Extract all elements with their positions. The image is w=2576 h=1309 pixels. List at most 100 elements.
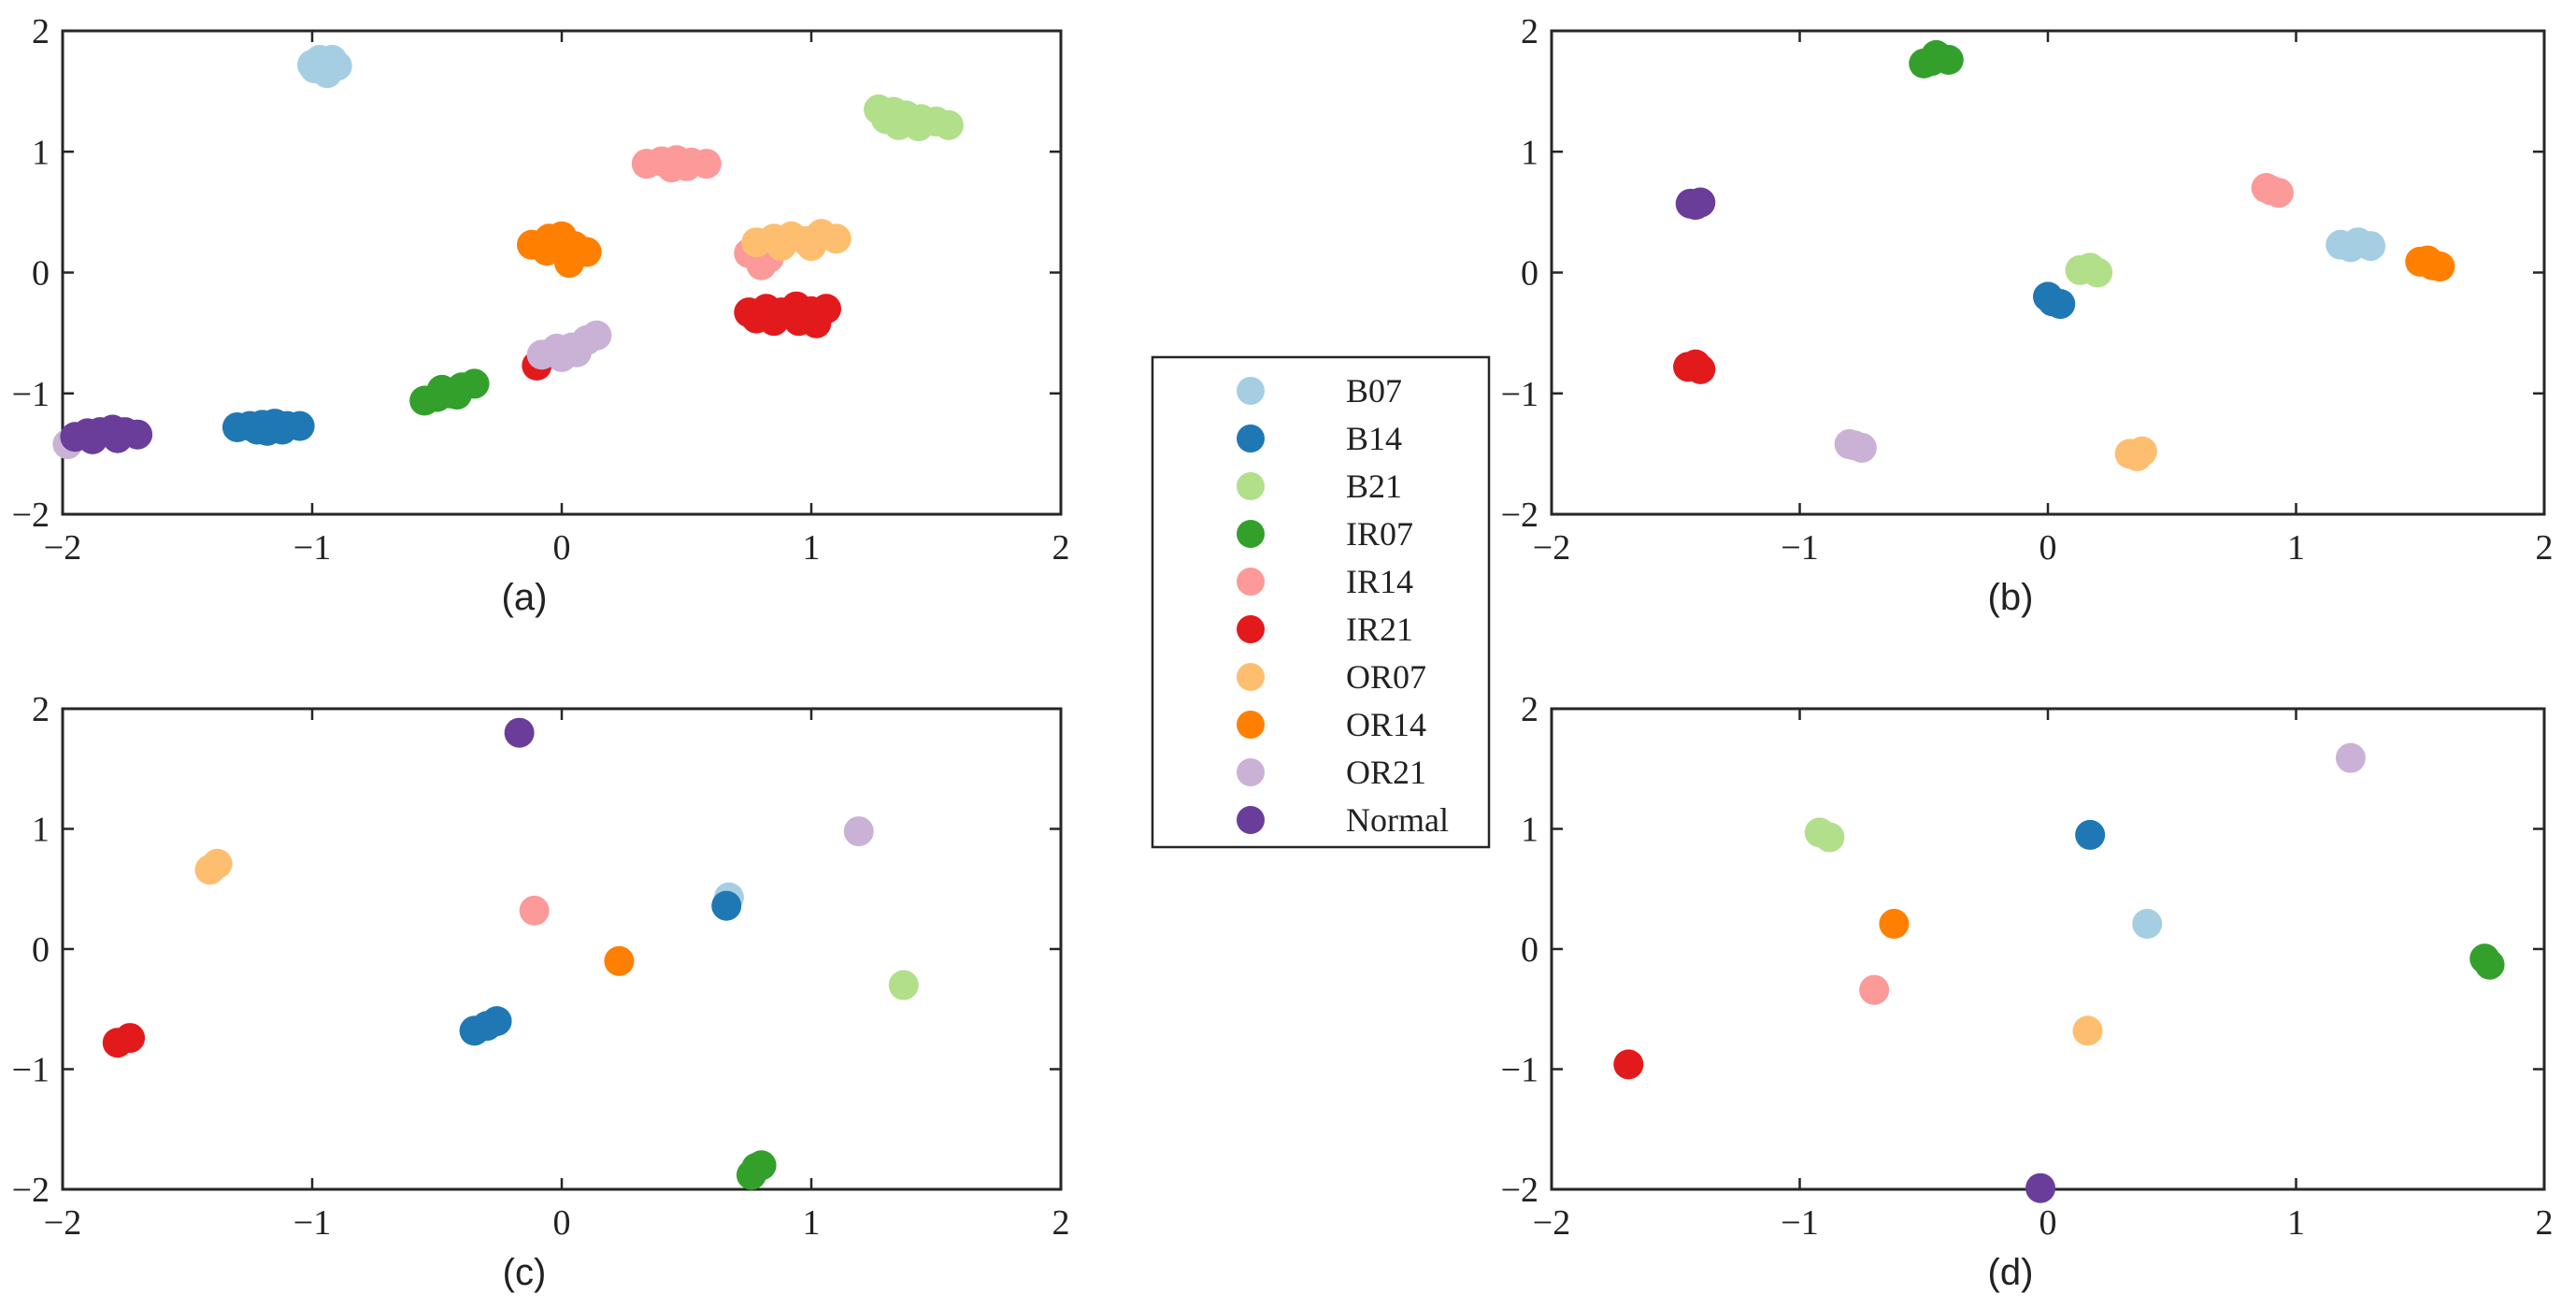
- y-tick-label: −2: [12, 496, 50, 535]
- y-tick-label: −1: [1501, 375, 1538, 414]
- y-tick-label: 1: [32, 811, 50, 850]
- legend-marker: [1237, 615, 1265, 643]
- legend-marker: [1237, 806, 1265, 834]
- y-tick-label: 0: [32, 254, 50, 294]
- legend-entry: IR21: [1237, 611, 1413, 648]
- legend-label: IR21: [1346, 611, 1413, 648]
- x-tick-label: 1: [2287, 528, 2305, 568]
- legend-entry: IR07: [1237, 515, 1413, 553]
- point-or14: [1879, 909, 1910, 940]
- panel-label: (d): [1988, 1252, 2034, 1293]
- point-b21: [871, 104, 902, 135]
- y-tick-label: 0: [32, 930, 50, 970]
- point-ir21: [1680, 349, 1710, 380]
- x-tick-label: 2: [1052, 1203, 1070, 1243]
- point-b14: [2038, 286, 2068, 317]
- x-tick-label: −1: [293, 1203, 331, 1243]
- x-tick-label: 0: [2039, 528, 2057, 568]
- legend-entry: OR21: [1237, 754, 1426, 791]
- legend-label: OR07: [1346, 658, 1426, 696]
- point-ir21: [801, 308, 832, 338]
- panel-1: −2 −1 0 1 2 −2 −1 0 1 2 (a): [12, 12, 1070, 618]
- point-or21: [581, 320, 612, 351]
- x-tick-label: 0: [2039, 1203, 2057, 1243]
- point-b07: [2335, 232, 2366, 263]
- point-or07: [2122, 440, 2153, 471]
- point-or07: [796, 231, 826, 262]
- point-b14: [242, 414, 273, 445]
- point-normal: [102, 423, 133, 453]
- point-b21: [888, 970, 919, 1000]
- point-or07: [2072, 1015, 2103, 1046]
- point-b21: [1814, 822, 1845, 853]
- y-tick-label: 0: [1521, 254, 1538, 294]
- panels-layer: −2 −1 0 1 2 −2 −1 0 1 2 (a) −2 −1 0 1 2 −2 −1 0 1 2 (b) −2 −1 0 1…: [12, 12, 2554, 1293]
- point-b07: [2132, 909, 2163, 940]
- legend-entry: IR14: [1237, 563, 1413, 600]
- y-tick-label: −1: [1501, 1051, 1538, 1090]
- x-tick-label: −2: [44, 1203, 81, 1243]
- point-b07: [317, 45, 348, 76]
- y-tick-label: −2: [12, 1171, 50, 1210]
- point-or14: [531, 236, 562, 266]
- point-ir21: [1613, 1049, 1644, 1080]
- x-tick-label: −2: [1533, 1203, 1570, 1243]
- point-ir07: [1916, 46, 1947, 77]
- legend-entry: B14: [1237, 420, 1402, 457]
- x-tick-label: 2: [2536, 1203, 2554, 1243]
- point-b21: [2075, 252, 2106, 283]
- y-tick-label: 2: [1521, 690, 1538, 729]
- legend-entry: Normal: [1237, 801, 1449, 839]
- legend-label: IR14: [1346, 563, 1413, 600]
- point-ir07: [2474, 949, 2505, 980]
- legend-label: IR07: [1346, 515, 1413, 553]
- y-tick-label: −2: [1501, 1171, 1538, 1210]
- y-tick-label: 2: [1521, 12, 1538, 51]
- point-ir21: [115, 1023, 146, 1054]
- point-or07: [766, 231, 796, 262]
- legend-label: OR14: [1346, 706, 1426, 743]
- panel-3: −2 −1 0 1 2 −2 −1 0 1 2 (c): [12, 690, 1070, 1293]
- point-b14: [481, 1006, 512, 1037]
- legend-marker: [1237, 758, 1265, 786]
- point-or07: [821, 223, 852, 254]
- legend-marker: [1237, 568, 1265, 596]
- legend-entry: B07: [1237, 372, 1402, 410]
- x-tick-label: 2: [2536, 528, 2554, 568]
- x-tick-label: −1: [1781, 528, 1818, 568]
- x-tick-label: 1: [803, 528, 821, 568]
- point-b14: [266, 414, 297, 445]
- y-tick-label: 0: [1521, 930, 1538, 970]
- legend-entry: OR07: [1237, 658, 1426, 696]
- x-tick-label: 1: [2287, 1203, 2305, 1243]
- y-tick-label: 1: [1521, 133, 1538, 172]
- point-b21: [903, 111, 934, 142]
- panel-label: (c): [503, 1252, 547, 1293]
- point-normal: [2025, 1172, 2056, 1203]
- points-group: [52, 45, 964, 460]
- legend-marker: [1237, 377, 1265, 405]
- x-tick-label: 0: [553, 528, 571, 568]
- point-b21: [933, 109, 964, 140]
- x-tick-label: −1: [293, 528, 331, 568]
- panel-label: (a): [502, 577, 548, 618]
- x-tick-label: −2: [1533, 528, 1570, 568]
- panel-label: (b): [1988, 577, 2034, 618]
- points-group: [1673, 39, 2455, 471]
- points-group: [1613, 742, 2505, 1203]
- legend-label: B07: [1346, 372, 1402, 410]
- point-or21: [843, 816, 874, 847]
- point-ir07: [441, 380, 472, 410]
- legend-marker: [1237, 472, 1265, 500]
- x-tick-label: −1: [1781, 1203, 1818, 1243]
- point-ir14: [519, 895, 550, 926]
- panel-4: −2 −1 0 1 2 −2 −1 0 1 2 (d): [1501, 690, 2554, 1293]
- point-or21: [2335, 742, 2366, 773]
- point-b14: [711, 890, 742, 921]
- x-tick-label: 1: [803, 1203, 821, 1243]
- point-or07: [202, 848, 233, 879]
- y-tick-label: −2: [1501, 496, 1538, 535]
- y-tick-label: 2: [32, 690, 50, 729]
- y-tick-label: −1: [12, 375, 50, 414]
